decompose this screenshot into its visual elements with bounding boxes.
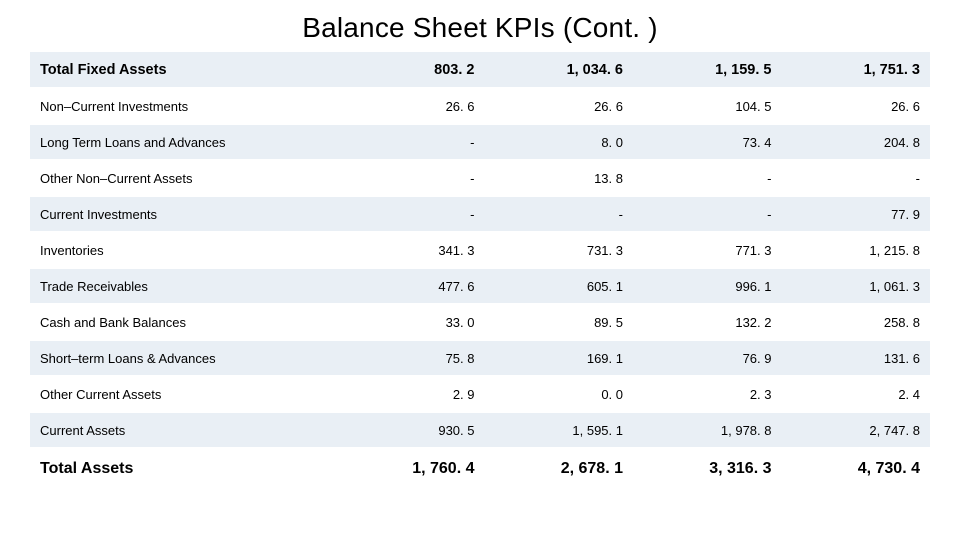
row-value: 13. 8 [485, 160, 634, 196]
row-value: 341. 3 [336, 232, 485, 268]
row-value: 477. 6 [336, 268, 485, 304]
row-value: 1, 061. 3 [782, 268, 931, 304]
row-value: 1, 215. 8 [782, 232, 931, 268]
row-label: Other Non–Current Assets [30, 160, 336, 196]
row-value: 104. 5 [633, 88, 782, 124]
row-value: 1, 760. 4 [336, 448, 485, 490]
table-row: Other Current Assets2. 90. 02. 32. 4 [30, 376, 930, 412]
row-value: 2, 747. 8 [782, 412, 931, 448]
row-value: - [633, 196, 782, 232]
row-value: - [336, 160, 485, 196]
table-row: Inventories341. 3731. 3771. 31, 215. 8 [30, 232, 930, 268]
row-value: 76. 9 [633, 340, 782, 376]
table-row: Total Fixed Assets803. 21, 034. 61, 159.… [30, 52, 930, 88]
row-value: - [336, 196, 485, 232]
row-value: 1, 751. 3 [782, 52, 931, 88]
row-value: 77. 9 [782, 196, 931, 232]
page-title: Balance Sheet KPIs (Cont. ) [30, 12, 930, 44]
row-label: Trade Receivables [30, 268, 336, 304]
row-value: 731. 3 [485, 232, 634, 268]
row-value: 204. 8 [782, 124, 931, 160]
table-row: Short–term Loans & Advances75. 8169. 176… [30, 340, 930, 376]
row-value: 2. 9 [336, 376, 485, 412]
row-value: 26. 6 [336, 88, 485, 124]
table-row: Current Assets930. 51, 595. 11, 978. 82,… [30, 412, 930, 448]
row-value: 73. 4 [633, 124, 782, 160]
row-value: 1, 159. 5 [633, 52, 782, 88]
balance-sheet-table: Total Fixed Assets803. 21, 034. 61, 159.… [30, 52, 930, 491]
table-row: Cash and Bank Balances33. 089. 5132. 225… [30, 304, 930, 340]
row-value: - [336, 124, 485, 160]
row-value: 131. 6 [782, 340, 931, 376]
row-value: 169. 1 [485, 340, 634, 376]
row-value: 605. 1 [485, 268, 634, 304]
row-value: 33. 0 [336, 304, 485, 340]
table-row: Other Non–Current Assets-13. 8-- [30, 160, 930, 196]
row-label: Cash and Bank Balances [30, 304, 336, 340]
row-label: Other Current Assets [30, 376, 336, 412]
row-value: 1, 034. 6 [485, 52, 634, 88]
row-value: 26. 6 [485, 88, 634, 124]
row-value: 996. 1 [633, 268, 782, 304]
row-label: Non–Current Investments [30, 88, 336, 124]
row-value: 930. 5 [336, 412, 485, 448]
row-label: Long Term Loans and Advances [30, 124, 336, 160]
row-label: Current Investments [30, 196, 336, 232]
row-value: 3, 316. 3 [633, 448, 782, 490]
row-value: 1, 978. 8 [633, 412, 782, 448]
table-row: Long Term Loans and Advances-8. 073. 420… [30, 124, 930, 160]
row-value: 8. 0 [485, 124, 634, 160]
row-value: 2. 4 [782, 376, 931, 412]
row-value: 75. 8 [336, 340, 485, 376]
row-value: 771. 3 [633, 232, 782, 268]
table-row: Current Investments---77. 9 [30, 196, 930, 232]
table-row: Total Assets1, 760. 42, 678. 13, 316. 34… [30, 448, 930, 490]
row-value: - [782, 160, 931, 196]
row-value: 26. 6 [782, 88, 931, 124]
row-value: 4, 730. 4 [782, 448, 931, 490]
row-value: - [633, 160, 782, 196]
row-value: 258. 8 [782, 304, 931, 340]
row-label: Current Assets [30, 412, 336, 448]
row-value: 89. 5 [485, 304, 634, 340]
slide: Balance Sheet KPIs (Cont. ) Total Fixed … [0, 0, 960, 540]
row-label: Short–term Loans & Advances [30, 340, 336, 376]
table-row: Trade Receivables477. 6605. 1996. 11, 06… [30, 268, 930, 304]
table-row: Non–Current Investments26. 626. 6104. 52… [30, 88, 930, 124]
row-value: 2. 3 [633, 376, 782, 412]
row-value: 2, 678. 1 [485, 448, 634, 490]
row-value: 803. 2 [336, 52, 485, 88]
row-value: 0. 0 [485, 376, 634, 412]
row-value: 132. 2 [633, 304, 782, 340]
row-value: 1, 595. 1 [485, 412, 634, 448]
row-value: - [485, 196, 634, 232]
row-label: Inventories [30, 232, 336, 268]
row-label: Total Fixed Assets [30, 52, 336, 88]
row-label: Total Assets [30, 448, 336, 490]
